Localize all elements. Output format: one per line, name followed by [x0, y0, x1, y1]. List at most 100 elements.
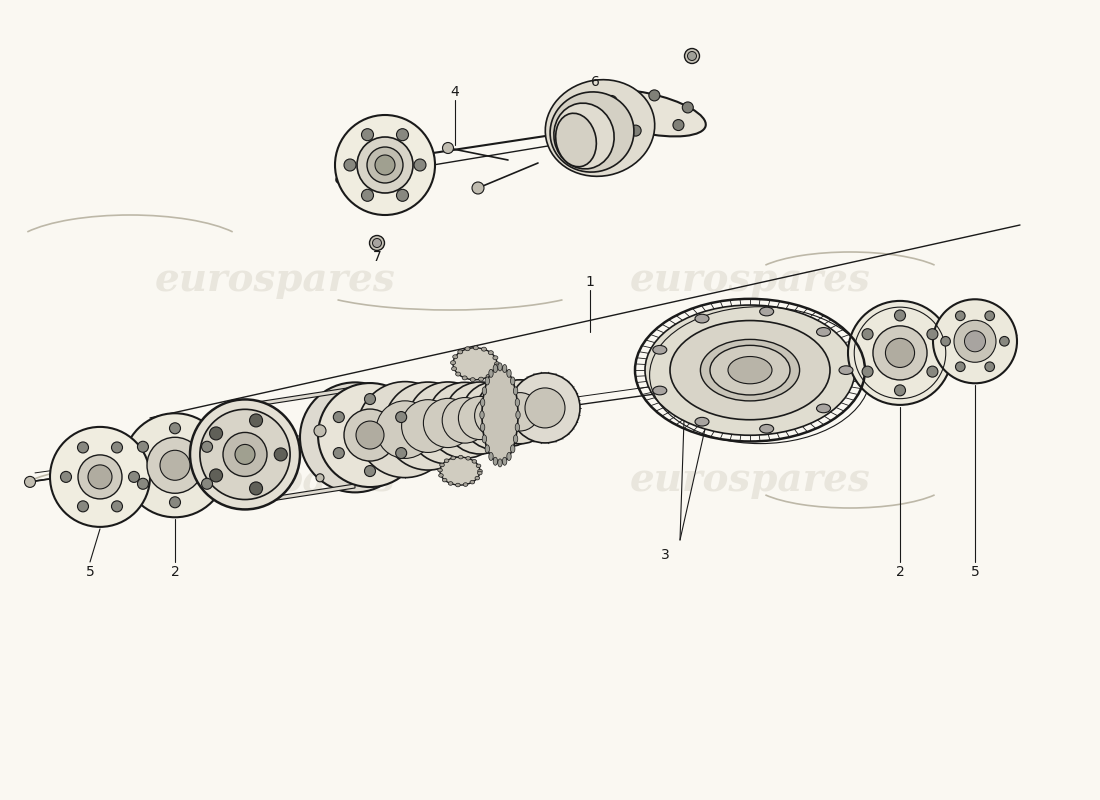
- Ellipse shape: [358, 137, 412, 193]
- Ellipse shape: [488, 394, 528, 434]
- Ellipse shape: [550, 92, 634, 172]
- Ellipse shape: [396, 129, 408, 141]
- Text: eurospares: eurospares: [629, 461, 870, 499]
- Ellipse shape: [474, 395, 516, 436]
- Ellipse shape: [927, 366, 938, 377]
- Ellipse shape: [473, 346, 478, 350]
- Ellipse shape: [414, 159, 426, 171]
- Ellipse shape: [336, 154, 434, 186]
- Ellipse shape: [927, 329, 938, 340]
- Text: 4: 4: [451, 85, 460, 99]
- Ellipse shape: [358, 382, 453, 478]
- Ellipse shape: [503, 458, 507, 466]
- Ellipse shape: [515, 398, 519, 406]
- Ellipse shape: [862, 329, 873, 340]
- Ellipse shape: [396, 411, 407, 422]
- Ellipse shape: [649, 90, 660, 101]
- Ellipse shape: [486, 374, 491, 378]
- Ellipse shape: [495, 362, 499, 366]
- Ellipse shape: [356, 421, 384, 449]
- Ellipse shape: [370, 235, 385, 250]
- Ellipse shape: [481, 423, 485, 431]
- Ellipse shape: [344, 159, 356, 171]
- Ellipse shape: [111, 501, 122, 512]
- Ellipse shape: [396, 190, 408, 202]
- Ellipse shape: [482, 435, 486, 443]
- Ellipse shape: [78, 455, 122, 499]
- Ellipse shape: [190, 399, 300, 510]
- Ellipse shape: [584, 90, 706, 137]
- Ellipse shape: [894, 385, 905, 396]
- Ellipse shape: [424, 398, 473, 447]
- Ellipse shape: [503, 365, 507, 373]
- Ellipse shape: [160, 450, 190, 480]
- Ellipse shape: [200, 410, 290, 499]
- Ellipse shape: [250, 414, 263, 427]
- Ellipse shape: [235, 445, 255, 465]
- Ellipse shape: [652, 346, 667, 354]
- Text: 6: 6: [591, 75, 600, 89]
- Ellipse shape: [210, 427, 222, 440]
- Ellipse shape: [493, 356, 498, 360]
- Ellipse shape: [440, 463, 444, 466]
- Ellipse shape: [816, 404, 831, 413]
- Ellipse shape: [135, 454, 239, 485]
- Ellipse shape: [510, 445, 515, 453]
- Ellipse shape: [507, 370, 512, 378]
- Ellipse shape: [451, 456, 455, 460]
- Ellipse shape: [333, 411, 344, 422]
- Text: eurospares: eurospares: [155, 461, 395, 499]
- Ellipse shape: [455, 372, 461, 376]
- Ellipse shape: [493, 458, 497, 466]
- Ellipse shape: [274, 448, 287, 461]
- Ellipse shape: [367, 147, 403, 183]
- Ellipse shape: [688, 51, 696, 61]
- Ellipse shape: [596, 113, 607, 124]
- Ellipse shape: [510, 377, 515, 385]
- Ellipse shape: [606, 95, 617, 106]
- Ellipse shape: [453, 354, 458, 358]
- Ellipse shape: [24, 476, 35, 487]
- Ellipse shape: [498, 459, 503, 467]
- Ellipse shape: [77, 442, 88, 453]
- Ellipse shape: [886, 338, 914, 367]
- Ellipse shape: [77, 501, 88, 512]
- Ellipse shape: [478, 377, 484, 381]
- Ellipse shape: [695, 314, 710, 323]
- Ellipse shape: [373, 238, 382, 247]
- Ellipse shape: [862, 366, 873, 377]
- Ellipse shape: [169, 422, 180, 434]
- Text: 2: 2: [895, 565, 904, 579]
- Ellipse shape: [452, 366, 456, 370]
- Ellipse shape: [965, 330, 986, 352]
- Ellipse shape: [954, 320, 996, 362]
- Ellipse shape: [459, 455, 463, 459]
- Ellipse shape: [516, 411, 520, 419]
- Ellipse shape: [336, 115, 434, 215]
- Ellipse shape: [652, 386, 667, 395]
- Ellipse shape: [839, 366, 853, 374]
- Ellipse shape: [673, 119, 684, 130]
- Ellipse shape: [515, 423, 519, 431]
- Ellipse shape: [482, 367, 518, 463]
- Ellipse shape: [710, 346, 790, 395]
- Ellipse shape: [933, 299, 1018, 383]
- Ellipse shape: [684, 49, 700, 63]
- Ellipse shape: [453, 348, 497, 380]
- Ellipse shape: [138, 442, 148, 452]
- Ellipse shape: [956, 362, 965, 371]
- Ellipse shape: [816, 327, 831, 336]
- Ellipse shape: [498, 363, 503, 371]
- Ellipse shape: [493, 365, 497, 373]
- Ellipse shape: [60, 471, 72, 482]
- Ellipse shape: [488, 350, 493, 354]
- Ellipse shape: [88, 465, 112, 489]
- Ellipse shape: [701, 339, 800, 401]
- Ellipse shape: [760, 425, 773, 433]
- Ellipse shape: [472, 459, 476, 463]
- Ellipse shape: [728, 357, 772, 384]
- Ellipse shape: [444, 459, 449, 462]
- Ellipse shape: [300, 382, 410, 492]
- Text: 1: 1: [585, 275, 594, 289]
- Ellipse shape: [485, 445, 490, 453]
